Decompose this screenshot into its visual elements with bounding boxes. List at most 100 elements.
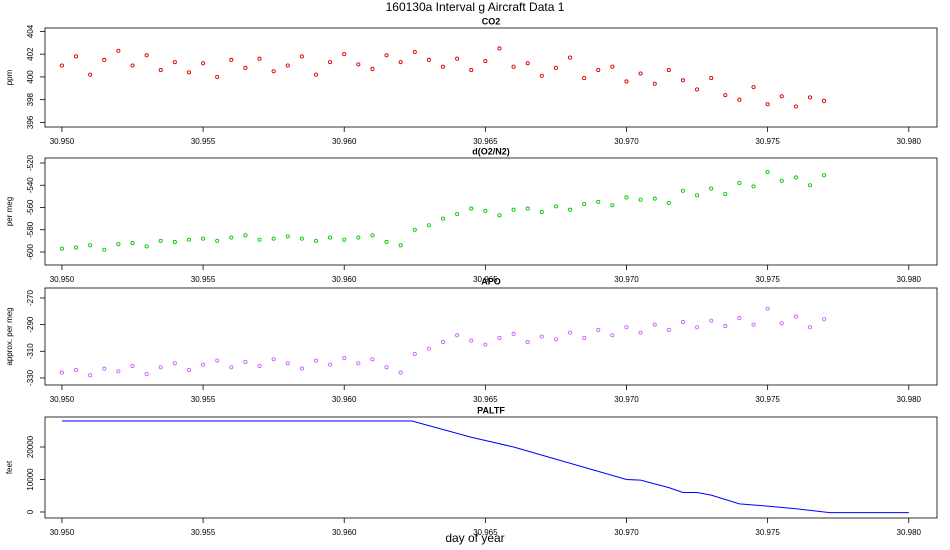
y-axis-label: per meg (5, 197, 14, 226)
y-tick-label: -290 (26, 316, 35, 333)
data-point (229, 57, 234, 62)
data-point (116, 48, 121, 53)
data-point (271, 357, 276, 362)
data-point (567, 55, 573, 60)
data-point (737, 97, 742, 102)
plot-frame (44, 157, 938, 266)
x-tick-label: 30.970 (614, 395, 639, 404)
data-point (440, 64, 446, 69)
data-point (680, 78, 685, 83)
data-point (751, 85, 756, 90)
data-point (285, 63, 290, 68)
data-point (384, 53, 389, 58)
data-point (511, 207, 516, 212)
data-point (666, 327, 671, 333)
data-point (553, 337, 558, 342)
x-tick-label: 30.950 (50, 528, 75, 537)
y-axis-label: ppm (5, 69, 14, 85)
x-tick-label: 30.970 (614, 275, 639, 284)
data-point (74, 54, 79, 59)
data-point (271, 69, 276, 74)
data-point (807, 325, 813, 330)
data-point (695, 87, 700, 92)
data-point (469, 338, 474, 343)
y-tick-label: 396 (26, 115, 35, 129)
data-point (709, 186, 714, 191)
data-point (342, 355, 347, 361)
x-tick-label: 30.960 (332, 528, 357, 537)
y-tick-label: 404 (26, 24, 35, 38)
data-point (201, 362, 206, 367)
data-point (144, 371, 149, 376)
y-tick-label: 400 (26, 70, 35, 84)
data-point (497, 46, 502, 51)
data-point (695, 325, 700, 330)
data-point (610, 333, 615, 338)
data-point (822, 173, 827, 178)
data-point (201, 236, 206, 241)
data-point (553, 65, 558, 70)
data-point (130, 363, 135, 368)
data-point (229, 235, 234, 240)
x-tick-label: 30.950 (50, 275, 75, 284)
data-point (285, 234, 290, 239)
data-point (596, 68, 601, 73)
data-point (695, 193, 700, 198)
data-point (229, 365, 234, 370)
data-point (624, 325, 629, 330)
data-point (596, 199, 601, 204)
data-point (74, 367, 79, 372)
data-point (680, 319, 685, 325)
data-point (313, 72, 319, 77)
x-tick-label: 30.980 (897, 528, 922, 537)
x-tick-label: 30.975 (755, 275, 780, 284)
x-tick-label: 30.965 (473, 395, 498, 404)
data-point (158, 365, 163, 370)
data-point (313, 358, 319, 363)
x-tick-label: 30.965 (473, 528, 498, 537)
data-point (582, 202, 587, 207)
data-point (624, 195, 629, 200)
data-point (723, 192, 728, 197)
data-point (582, 335, 587, 341)
data-point (440, 216, 446, 221)
data-point (186, 237, 192, 242)
panel-title: PALTF (477, 405, 505, 415)
data-point (59, 246, 64, 251)
y-tick-label: -560 (26, 199, 35, 216)
x-tick-label: 30.960 (332, 395, 357, 404)
data-point (144, 53, 149, 58)
data-point (455, 212, 460, 217)
data-point (215, 358, 220, 363)
data-point (807, 183, 813, 188)
data-point (765, 306, 770, 311)
data-point (426, 57, 431, 62)
y-tick-label: 10000 (26, 468, 35, 491)
data-point (398, 370, 403, 375)
data-point (426, 346, 431, 351)
x-tick-label: 30.960 (332, 275, 357, 284)
data-point (172, 60, 177, 65)
data-point (215, 238, 220, 243)
data-point (172, 239, 177, 245)
x-tick-label: 30.975 (755, 528, 780, 537)
data-point (88, 243, 93, 248)
data-point (102, 247, 107, 252)
data-point (624, 79, 629, 84)
data-point (356, 62, 361, 67)
x-tick-label: 30.980 (897, 395, 922, 404)
data-point (59, 63, 64, 68)
y-tick-label: 20000 (26, 435, 35, 458)
data-point (342, 237, 347, 242)
data-point (116, 242, 121, 247)
data-point (328, 362, 333, 367)
data-point (299, 366, 304, 371)
data-point (610, 64, 615, 69)
data-point (751, 184, 756, 189)
panel-title: APO (481, 276, 501, 286)
panel-title: d(O2/N2) (472, 146, 510, 156)
y-tick-label: -310 (26, 343, 35, 360)
data-point (567, 207, 573, 212)
x-tick-label: 30.950 (50, 395, 75, 404)
